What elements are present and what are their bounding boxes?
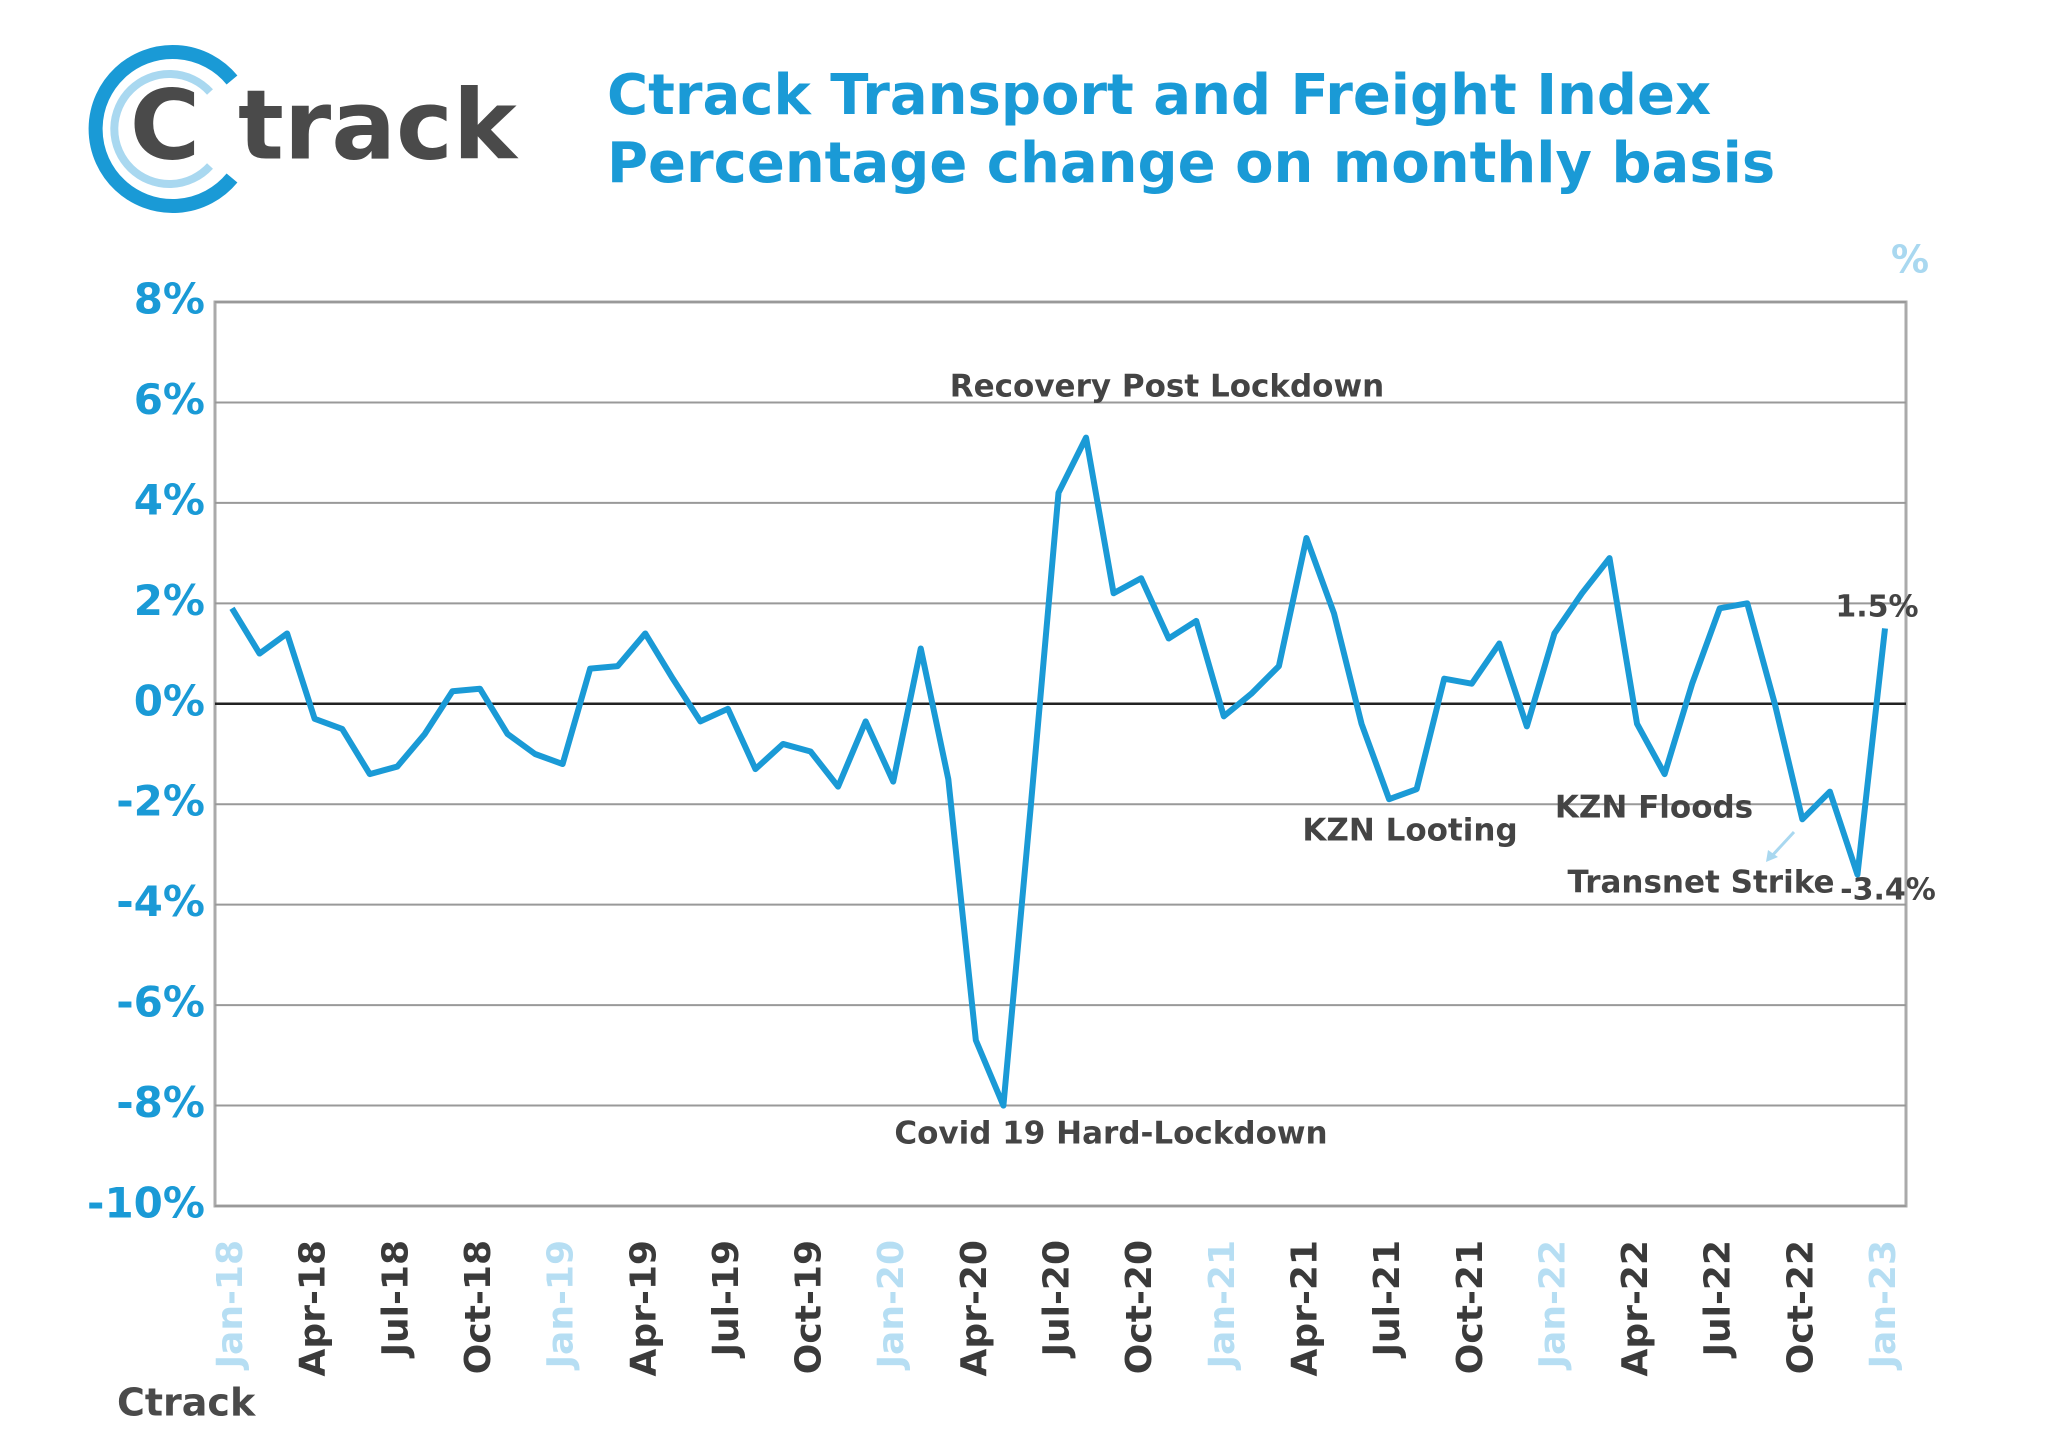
x-tick-label: Apr-22 xyxy=(1615,1240,1656,1376)
x-tick-label: Jul-18 xyxy=(375,1240,416,1359)
annotation-arrowhead xyxy=(1766,850,1778,862)
chart-subtitle: Percentage change on monthly basis xyxy=(607,131,1775,196)
y-tick-label: -10% xyxy=(87,1179,205,1228)
x-tick-label: Apr-19 xyxy=(623,1240,664,1376)
x-tick-label: Jan-21 xyxy=(1202,1240,1243,1371)
y-tick-label: 2% xyxy=(134,576,205,625)
data-line xyxy=(229,434,1888,1109)
x-tick-label: Oct-21 xyxy=(1450,1240,1491,1374)
x-tick-label: Jan-18 xyxy=(210,1240,251,1371)
x-tick-label: Apr-21 xyxy=(1284,1240,1325,1376)
x-tick-label: Jan-23 xyxy=(1863,1240,1904,1371)
annotation: Covid 19 Hard-Lockdown xyxy=(894,1116,1327,1152)
logo: C track xyxy=(88,45,519,213)
y-tick-label: -6% xyxy=(116,978,205,1027)
source: Ctrack xyxy=(117,1381,256,1425)
x-tick-label: Jan-20 xyxy=(871,1240,912,1371)
y-unit: % xyxy=(1891,238,1929,282)
y-tick-label: -8% xyxy=(116,1078,205,1127)
x-tick-label: Jul-22 xyxy=(1698,1240,1739,1359)
logo-inner-ring xyxy=(110,70,213,188)
y-tick-label: 6% xyxy=(134,375,205,424)
logo-mark: C xyxy=(130,69,200,181)
y-tick-label: -2% xyxy=(116,777,205,826)
x-tick-label: Jul-21 xyxy=(1367,1240,1408,1359)
y-tick-label: 0% xyxy=(134,676,205,725)
x-tick-label: Apr-20 xyxy=(954,1240,995,1376)
annotation: KZN Looting xyxy=(1302,813,1517,849)
x-tick-label: Apr-18 xyxy=(293,1240,334,1376)
data-label: 1.5% xyxy=(1835,590,1918,625)
chart-title: Ctrack Transport and Freight Index xyxy=(607,63,1711,128)
x-tick-label: Oct-22 xyxy=(1780,1240,1821,1374)
x-tick-label: Jul-20 xyxy=(1037,1240,1078,1359)
logo-text: track xyxy=(238,69,519,181)
logo-ring xyxy=(88,45,238,213)
x-tick-label: Oct-19 xyxy=(789,1240,830,1374)
annotation-arrow xyxy=(1768,830,1796,860)
x-tick-label: Oct-18 xyxy=(458,1240,499,1374)
y-tick-label: -4% xyxy=(116,877,205,926)
x-tick-label: Jul-19 xyxy=(706,1240,747,1359)
x-tick-label: Oct-20 xyxy=(1119,1240,1160,1374)
x-tick-label: Jan-19 xyxy=(541,1240,582,1371)
y-tick-label: 8% xyxy=(134,275,205,324)
x-tick-label: Jan-22 xyxy=(1532,1240,1573,1371)
annotation: Transnet Strike xyxy=(1567,865,1834,901)
data-label: -3.4% xyxy=(1840,873,1936,908)
annotation: Recovery Post Lockdown xyxy=(950,369,1384,405)
annotation: KZN Floods xyxy=(1555,790,1753,826)
y-tick-label: 4% xyxy=(134,475,205,524)
